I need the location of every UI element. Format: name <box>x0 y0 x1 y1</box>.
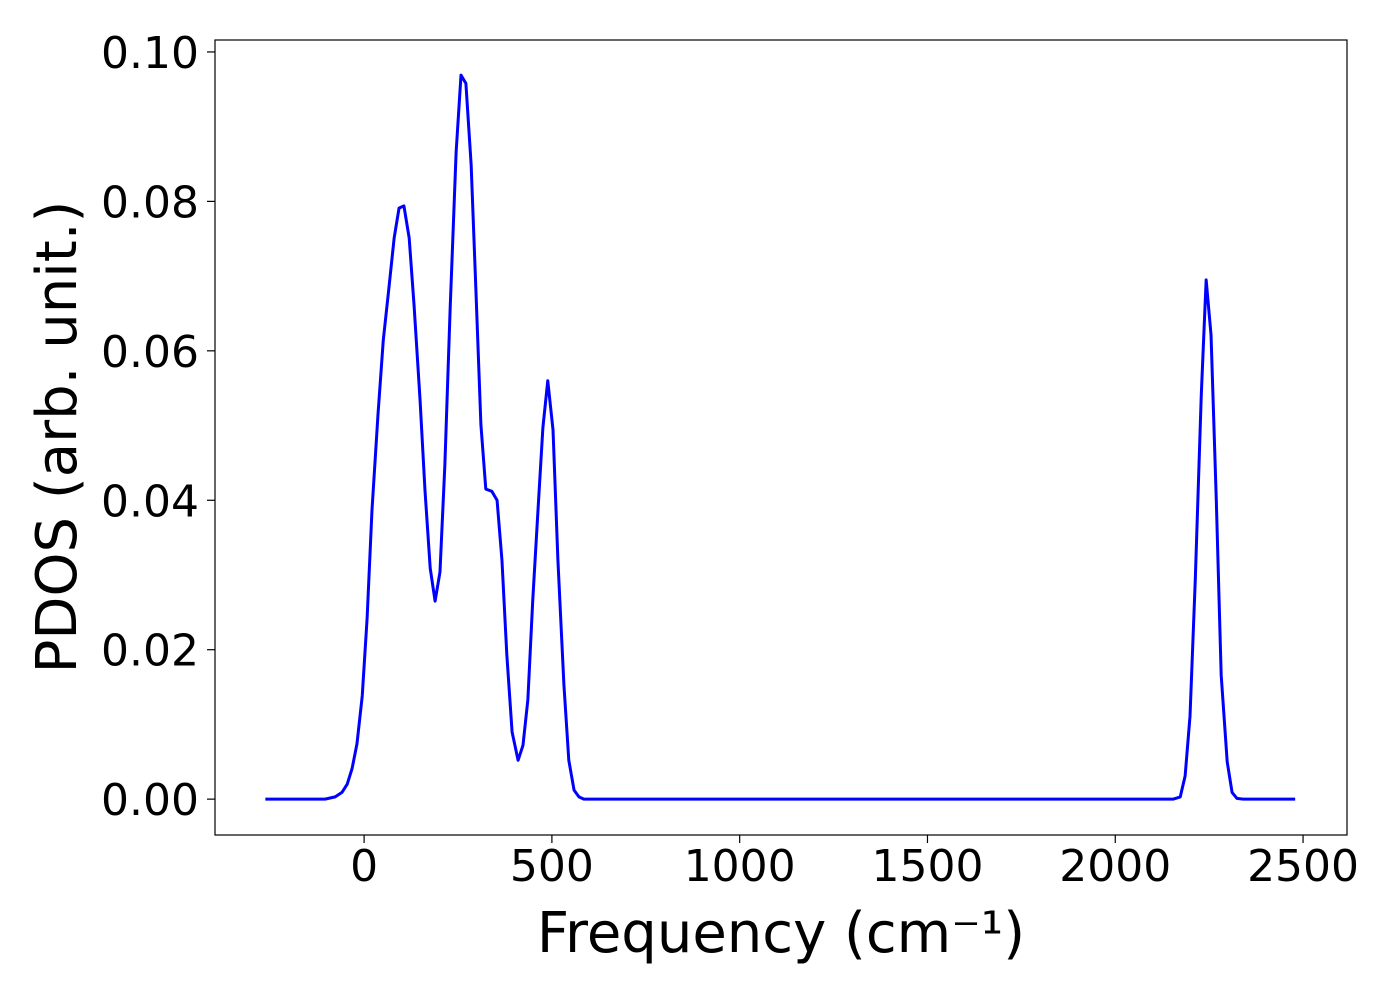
y-tick-label: 0.08 <box>101 177 199 228</box>
x-tick-label: 500 <box>510 841 594 892</box>
x-tick-label: 2500 <box>1247 841 1359 892</box>
y-tick-label: 0.00 <box>101 775 199 826</box>
y-tick-label: 0.06 <box>101 327 199 378</box>
x-tick-label: 2000 <box>1059 841 1171 892</box>
x-tick-label: 1000 <box>684 841 796 892</box>
y-tick-label: 0.02 <box>101 626 199 677</box>
plot-frame <box>214 39 1348 836</box>
y-axis-label: PDOS (arb. unit.) <box>25 201 90 674</box>
data-line <box>265 73 1296 801</box>
x-tick-label: 1500 <box>871 841 983 892</box>
x-axis-label: Frequency (cm⁻¹) <box>537 901 1025 966</box>
y-tick-label: 0.04 <box>101 476 199 527</box>
x-tick-label: 0 <box>350 841 378 892</box>
y-tick-label: 0.10 <box>101 28 199 79</box>
